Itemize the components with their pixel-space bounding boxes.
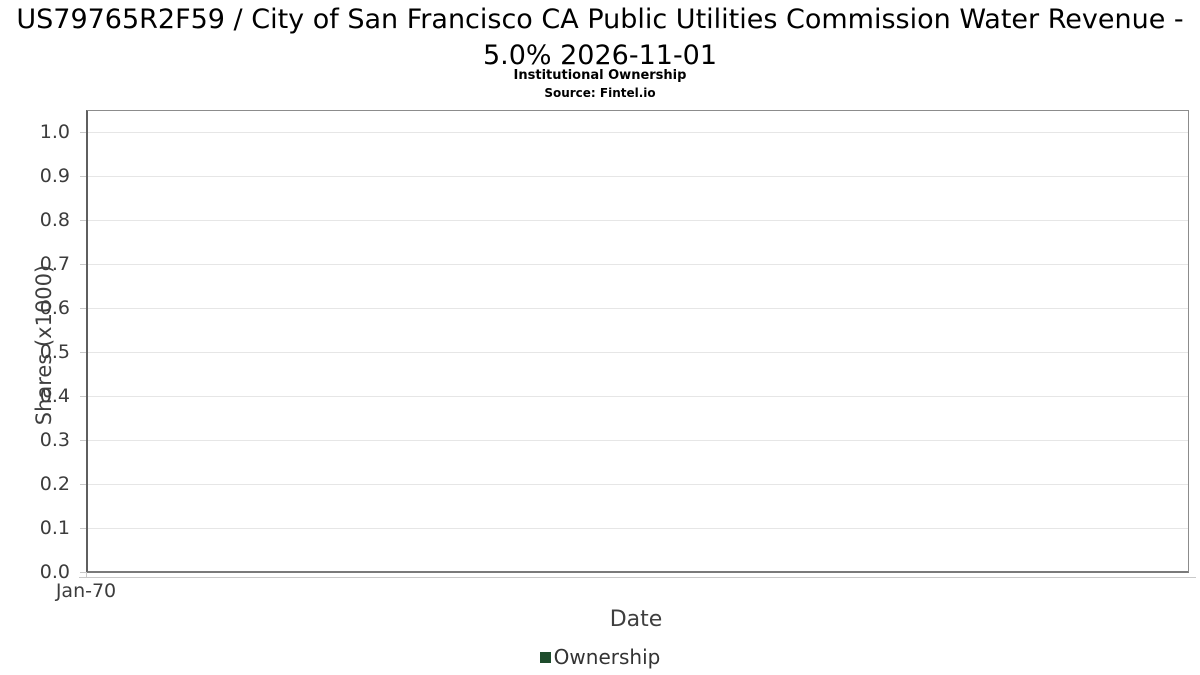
y-tick-label: 0.3	[39, 429, 70, 451]
y-tick-label: 0.2	[39, 473, 70, 495]
y-axis-ticks: 1.0 0.9 0.8 0.7 0.6 0.5 0.4 0.3 0.2 0.1 0.0	[0, 0, 86, 675]
y-tick-mark	[80, 572, 86, 573]
y-tick-mark	[80, 264, 86, 265]
y-tick-label: 0.4	[39, 385, 70, 407]
y-tick-mark	[80, 176, 86, 177]
y-tick-mark	[80, 220, 86, 221]
y-tick-label: 0.1	[39, 517, 70, 539]
y-tick-mark	[80, 132, 86, 133]
y-tick-label: 0.7	[39, 253, 70, 275]
gridline	[88, 484, 1188, 485]
gridline	[88, 352, 1188, 353]
chart-source: Source: Fintel.io	[544, 86, 656, 100]
gridline	[88, 528, 1188, 529]
y-tick-mark	[80, 396, 86, 397]
x-axis-tick-label: Jan-70	[55, 580, 117, 602]
y-tick-label: 0.5	[39, 341, 70, 363]
legend-swatch	[539, 651, 551, 663]
chart-subtitle: Institutional Ownership	[513, 68, 687, 83]
y-tick-mark	[80, 528, 86, 529]
y-tick-mark	[80, 308, 86, 309]
gridline	[88, 440, 1188, 441]
gridline	[88, 396, 1188, 397]
x-axis-line	[79, 577, 1196, 578]
y-tick-mark	[80, 352, 86, 353]
y-tick-mark	[80, 484, 86, 485]
y-tick-label: 0.6	[39, 297, 70, 319]
y-tick-label: 1.0	[39, 121, 70, 143]
y-axis-label: Shares (x1000)	[32, 264, 56, 426]
legend[interactable]: Ownership	[0, 645, 1200, 669]
x-axis-label: Date	[609, 607, 663, 632]
legend-label: Ownership	[553, 645, 661, 669]
y-tick-mark	[80, 440, 86, 441]
plot-area	[86, 110, 1189, 573]
gridline	[88, 176, 1188, 177]
gridline	[88, 220, 1188, 221]
gridline	[88, 132, 1188, 133]
gridline	[88, 308, 1188, 309]
gridline	[88, 264, 1188, 265]
chart-title: US79765R2F59 / City of San Francisco CA …	[16, 4, 1184, 71]
y-tick-label: 0.0	[39, 561, 70, 583]
y-tick-label: 0.8	[39, 209, 70, 231]
y-tick-label: 0.9	[39, 165, 70, 187]
x-tick-mark	[86, 572, 87, 578]
